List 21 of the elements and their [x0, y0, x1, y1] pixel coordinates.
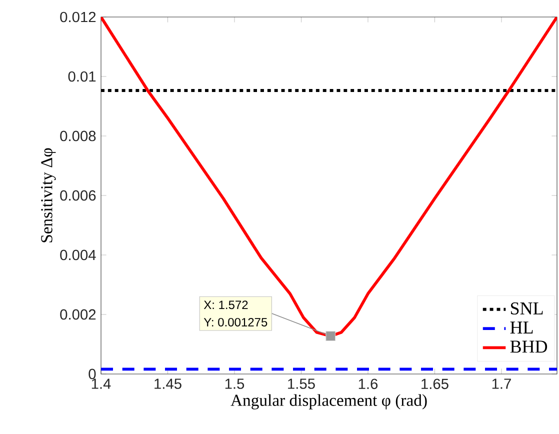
legend-label: BHD [510, 340, 548, 353]
legend-label: HL [510, 322, 533, 334]
legend-label: SNL [511, 302, 543, 314]
x-axis-title: Angular displacement φ (rad) [230, 394, 427, 410]
x-tick-label: 1.4 [92, 378, 111, 389]
annotation: Y: 0.001275 [204, 318, 268, 326]
y-tick-label: 0.012 [60, 12, 96, 22]
x-tick-label: 1.45 [154, 378, 182, 389]
x-tick-label: 1.5 [225, 378, 244, 389]
x-tick-label: 1.6 [358, 378, 378, 390]
y-tick-label: 0.01 [68, 71, 96, 82]
x-tick-label: 1.65 [422, 378, 448, 390]
x-tick-label: 1.7 [492, 378, 511, 389]
y-axis-title: Sensitivity Δφ [41, 148, 56, 242]
y-tick-label: 0.008 [60, 130, 96, 142]
y-tick-label: 0 [88, 368, 96, 380]
x-tick-label: 1.55 [288, 378, 315, 389]
y-tick-label: 0.002 [60, 309, 96, 320]
y-tick-label: 0.004 [60, 250, 96, 260]
annotation: X: 1.572 [204, 300, 248, 310]
y-tick-label: 0.006 [60, 190, 96, 201]
